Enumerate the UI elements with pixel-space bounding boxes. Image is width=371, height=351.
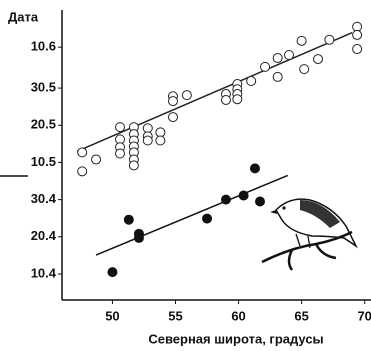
y-tick-label: 30.4 xyxy=(31,191,57,206)
y-tick-label: 20.5 xyxy=(31,117,56,132)
point xyxy=(238,190,249,201)
point xyxy=(220,194,231,205)
point xyxy=(167,96,178,107)
point xyxy=(284,49,295,60)
y-tick-label: 10.5 xyxy=(31,154,56,169)
point xyxy=(352,21,363,32)
point xyxy=(352,29,363,40)
y-tick-label: 30.5 xyxy=(31,80,56,95)
x-tick-label: 60 xyxy=(231,308,245,323)
point xyxy=(313,54,324,65)
point xyxy=(115,148,126,159)
y-tick-label: 10.6 xyxy=(31,39,56,54)
x-tick-label: 55 xyxy=(168,308,182,323)
point xyxy=(249,163,260,174)
point xyxy=(167,112,178,123)
y-tick-label: 20.4 xyxy=(31,228,57,243)
point xyxy=(324,34,335,45)
point xyxy=(232,94,243,105)
point xyxy=(155,135,166,146)
chart-title: Дата xyxy=(8,9,39,24)
x-tick-label: 50 xyxy=(105,308,119,323)
point xyxy=(133,232,144,243)
point xyxy=(220,94,231,105)
point xyxy=(115,122,126,133)
point xyxy=(77,147,88,158)
x-axis-label: Северная широта, градусы xyxy=(148,331,323,346)
bird-illustration xyxy=(261,198,358,271)
point xyxy=(107,267,118,278)
trend-line xyxy=(76,31,353,152)
point xyxy=(299,64,310,75)
trend-line xyxy=(95,174,289,256)
point xyxy=(123,214,134,225)
point xyxy=(155,127,166,138)
x-tick-label: 70 xyxy=(357,308,371,323)
point xyxy=(352,44,363,55)
point xyxy=(142,135,153,146)
point xyxy=(181,90,192,101)
point xyxy=(91,154,102,165)
point xyxy=(128,160,139,171)
y-tick-label: 10.4 xyxy=(31,265,57,280)
point xyxy=(142,123,153,134)
point xyxy=(272,71,283,82)
point xyxy=(77,166,88,177)
point xyxy=(246,76,257,87)
point xyxy=(260,61,271,72)
point xyxy=(272,52,283,63)
point xyxy=(255,196,266,207)
point xyxy=(296,35,307,46)
point xyxy=(202,213,213,224)
x-tick-label: 65 xyxy=(294,308,308,323)
